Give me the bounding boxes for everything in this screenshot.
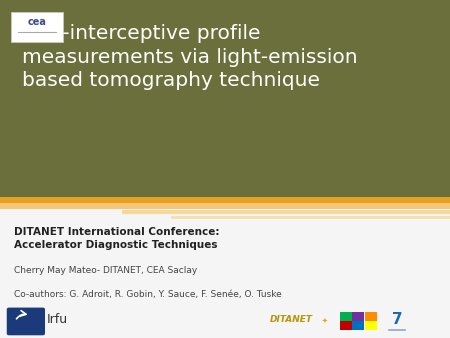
Text: cea: cea [28, 17, 46, 27]
Bar [352, 312, 365, 321]
Bar [11, 12, 63, 42]
Bar [365, 312, 377, 321]
Bar [122, 210, 450, 215]
Bar [340, 312, 352, 321]
Bar [340, 321, 352, 330]
Bar [0, 203, 450, 209]
Text: DITANET: DITANET [270, 315, 313, 324]
Text: Co-authors: G. Adroit, R. Gobin, Y. Sauce, F. Senée, O. Tuske: Co-authors: G. Adroit, R. Gobin, Y. Sauc… [14, 290, 281, 299]
FancyBboxPatch shape [7, 308, 45, 335]
Text: DITANET International Conference:
Accelerator Diagnostic Techniques: DITANET International Conference: Accele… [14, 227, 219, 250]
Bar [365, 321, 377, 330]
Text: Non-interceptive profile
measurements via light-emission
based tomography techni: Non-interceptive profile measurements vi… [22, 24, 358, 90]
Text: 7: 7 [392, 312, 402, 327]
Bar [171, 216, 450, 219]
Text: Irfu: Irfu [47, 313, 68, 326]
Bar [0, 197, 450, 204]
Bar [352, 321, 365, 330]
Text: Cherry May Mateo- DITANET, CEA Saclay: Cherry May Mateo- DITANET, CEA Saclay [14, 266, 197, 275]
Text: ✦: ✦ [322, 318, 328, 324]
Bar [0, 0, 450, 201]
